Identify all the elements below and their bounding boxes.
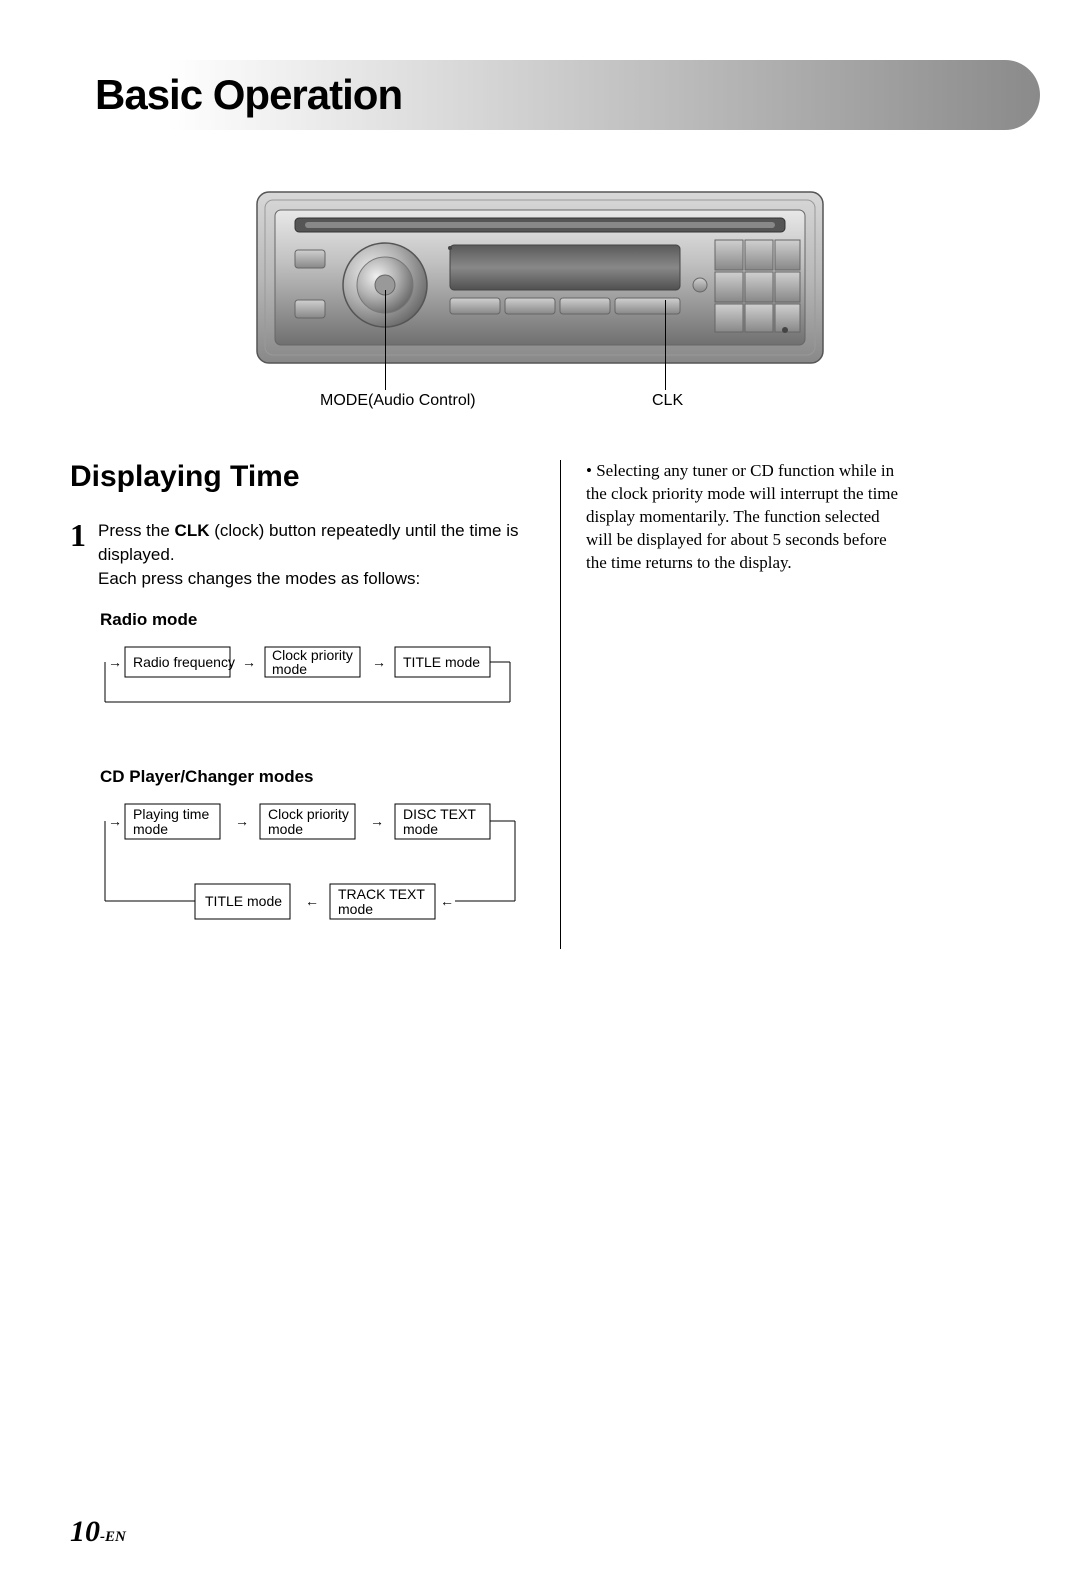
cd-box1-l1: Playing time (133, 806, 209, 822)
svg-text:→: → (372, 654, 386, 670)
left-column: Displaying Time 1 Press the CLK (clock) … (70, 460, 560, 949)
callout-line (385, 290, 386, 390)
car-stereo-illustration (255, 190, 825, 365)
cd-box4-l1: TRACK TEXT (338, 886, 425, 902)
svg-text:→: → (108, 654, 122, 670)
step-line-1: Press the CLK (clock) button repeatedly … (98, 519, 540, 567)
device-illustration-wrap: MODE(Audio Control) CLK (255, 190, 825, 420)
cd-box5: TITLE mode (205, 893, 282, 909)
page-number: 10-EN (70, 1515, 126, 1549)
radio-box2-l2: mode (272, 661, 307, 677)
cd-mode-heading: CD Player/Changer modes (100, 767, 540, 787)
cd-box3-l2: mode (403, 821, 438, 837)
cd-box1-l2: mode (133, 821, 168, 837)
svg-text:←: ← (305, 893, 319, 909)
content-columns: Displaying Time 1 Press the CLK (clock) … (70, 460, 1010, 949)
page-title: Basic Operation (95, 71, 402, 119)
radio-box1: Radio frequency (133, 654, 235, 670)
cd-box2-l1: Clock priority (268, 806, 349, 822)
svg-text:→: → (370, 813, 384, 829)
radio-mode-heading: Radio mode (100, 610, 540, 630)
step-number: 1 (70, 519, 86, 590)
header-band: Basic Operation (70, 60, 1040, 130)
callout-line (665, 300, 666, 390)
radio-box3: TITLE mode (403, 654, 480, 670)
svg-text:→: → (235, 813, 249, 829)
note-list: Selecting any tuner or CD function while… (586, 460, 910, 575)
cd-box2-l2: mode (268, 821, 303, 837)
radio-flow: → → → Radio frequency Clock priority mod… (100, 642, 540, 732)
cd-flow: → → → ← ← Playing time mode Clock prior (100, 799, 540, 949)
svg-text:←: ← (440, 893, 454, 909)
step-body: Press the CLK (clock) button repeatedly … (98, 519, 540, 590)
svg-text:→: → (108, 813, 122, 829)
svg-text:→: → (242, 654, 256, 670)
note-item: Selecting any tuner or CD function while… (586, 460, 910, 575)
right-column: Selecting any tuner or CD function while… (560, 460, 910, 949)
cd-box3-l1: DISC TEXT (403, 806, 476, 822)
step-line-2: Each press changes the modes as follows: (98, 567, 540, 591)
cd-box4-l2: mode (338, 901, 373, 917)
section-heading: Displaying Time (70, 460, 540, 494)
step-1: 1 Press the CLK (clock) button repeatedl… (70, 519, 540, 590)
clk-label: CLK (652, 392, 683, 410)
mode-label: MODE(Audio Control) (320, 392, 476, 410)
